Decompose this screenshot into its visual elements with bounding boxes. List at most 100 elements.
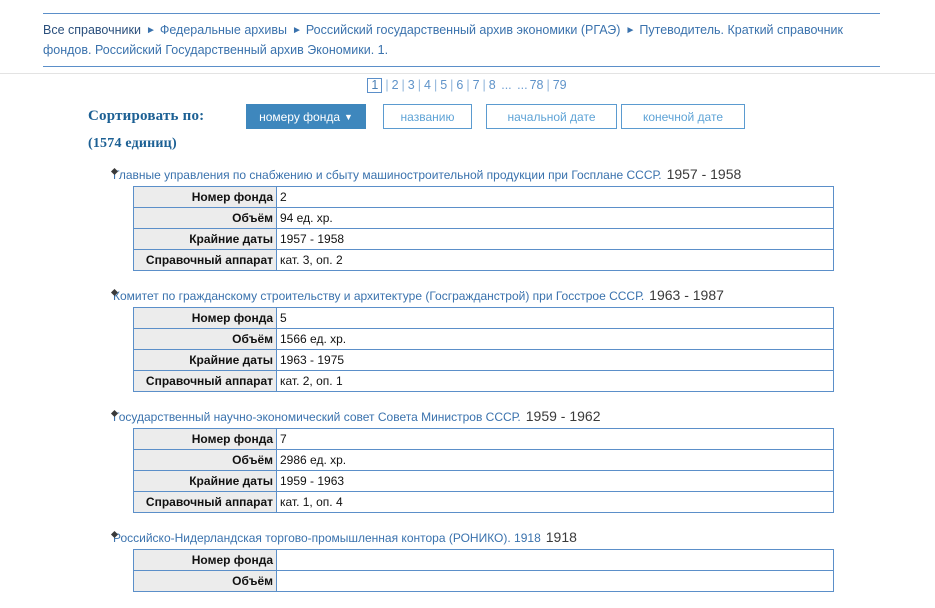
page-link-3[interactable]: 3 [407, 78, 415, 92]
row-value-volume: 94 ед. хр. [276, 207, 834, 229]
sort-button-fund-number[interactable]: номеру фонда ▼ [246, 104, 366, 129]
table-row: Объём 2986 ед. хр. [133, 449, 834, 471]
row-value-fund-number: 5 [276, 307, 834, 329]
table-row: Номер фонда [133, 549, 834, 571]
sort-button-fund-number-label: номеру фонда [259, 110, 341, 124]
result-count-label: (1574 единиц) [88, 136, 177, 151]
row-label-extreme-dates: Крайние даты [133, 349, 277, 371]
table-row: Справочный аппарат кат. 3, оп. 2 [133, 249, 834, 271]
row-label-volume: Объём [133, 328, 277, 350]
triangle-right-icon: ► [291, 25, 302, 36]
triangle-right-icon: ► [625, 25, 636, 36]
page-separator: | [546, 78, 550, 92]
breadcrumb-block: Все справочники ► Федеральные архивы ► Росси… [43, 13, 880, 67]
record-dates: 1959 - 1962 [525, 408, 601, 424]
row-label-fund-number: Номер фонда [133, 186, 277, 208]
row-label-volume: Объём [133, 570, 277, 592]
row-value-volume: 2986 ед. хр. [276, 449, 834, 471]
page-link-6[interactable]: 6 [456, 78, 464, 92]
record-title-link[interactable]: Государственный научно-экономический сов… [113, 410, 521, 424]
table-row: Крайние даты 1959 - 1963 [133, 470, 834, 492]
sort-bar: Сортировать по: (1574 единиц) номеру фон… [88, 104, 848, 152]
record-header: Комитет по гражданскому строительству и … [113, 287, 935, 307]
table-row: Номер фонда 7 [133, 428, 834, 450]
record-table: Номер фонда 2 Объём 94 ед. хр. Крайние д… [133, 186, 834, 271]
row-value-volume: 1566 ед. хр. [276, 328, 834, 350]
row-label-volume: Объём [133, 207, 277, 229]
record-header: Российско-Нидерландская торгово-промышле… [113, 529, 935, 549]
page-separator: | [401, 78, 405, 92]
page-link-4[interactable]: 4 [423, 78, 431, 92]
list-item: Главные управления по снабжению и сбыту … [0, 166, 935, 271]
page-separator: | [385, 78, 389, 92]
row-value-fund-number [276, 549, 834, 571]
list-item: Комитет по гражданскому строительству и … [0, 287, 935, 392]
sort-button-end-date[interactable]: конечной дате [621, 104, 745, 129]
triangle-right-icon: ► [145, 25, 156, 36]
record-title-link[interactable]: Российско-Нидерландская торгово-промышле… [113, 531, 541, 545]
breadcrumb-item-1[interactable]: Федеральные архивы [159, 23, 287, 37]
results-list: Главные управления по снабжению и сбыту … [0, 166, 935, 608]
sort-button-start-date[interactable]: начальной дате [486, 104, 617, 129]
sort-button-title[interactable]: названию [383, 104, 472, 129]
table-row: Крайние даты 1963 - 1975 [133, 349, 834, 371]
breadcrumb-item-root[interactable]: Все справочники [43, 23, 141, 37]
page-link-2[interactable]: 2 [391, 78, 399, 92]
breadcrumb-item-2[interactable]: Российский государственный архив экономи… [305, 23, 621, 37]
record-dates: 1957 - 1958 [666, 166, 742, 182]
page-separator: | [466, 78, 470, 92]
sort-label-group: Сортировать по: (1574 единиц) [88, 104, 253, 153]
page-link-7[interactable]: 7 [472, 78, 480, 92]
page-separator: | [450, 78, 454, 92]
record-header: Главные управления по снабжению и сбыту … [113, 166, 935, 186]
row-value-extreme-dates: 1959 - 1963 [276, 470, 834, 492]
page-link-8[interactable]: 8 [488, 78, 496, 92]
row-label-fund-number: Номер фонда [133, 307, 277, 329]
record-dates: 1918 [545, 529, 577, 545]
breadcrumb-rule-top [43, 13, 880, 14]
table-row: Объём [133, 570, 834, 592]
row-label-extreme-dates: Крайние даты [133, 228, 277, 250]
row-label-volume: Объём [133, 449, 277, 471]
page-separator: | [482, 78, 486, 92]
page-current[interactable]: 1 [367, 78, 383, 93]
row-label-finding-aids: Справочный аппарат [133, 249, 277, 271]
row-value-fund-number: 2 [276, 186, 834, 208]
page-ellipsis-left: ... [501, 78, 512, 92]
row-value-extreme-dates: 1957 - 1958 [276, 228, 834, 250]
row-label-fund-number: Номер фонда [133, 549, 277, 571]
row-value-finding-aids: кат. 2, оп. 1 [276, 370, 834, 392]
record-table: Номер фонда 7 Объём 2986 ед. хр. Крайние… [133, 428, 834, 513]
page-ellipsis-right: ... [517, 78, 528, 92]
list-item: Российско-Нидерландская торгово-промышле… [0, 529, 935, 592]
page-link-78[interactable]: 78 [529, 78, 544, 92]
table-row: Объём 1566 ед. хр. [133, 328, 834, 350]
table-row: Номер фонда 2 [133, 186, 834, 208]
record-dates: 1963 - 1987 [649, 287, 724, 303]
row-value-fund-number: 7 [276, 428, 834, 450]
page-link-5[interactable]: 5 [440, 78, 448, 92]
header-divider [0, 73, 935, 74]
record-table: Номер фонда 5 Объём 1566 ед. хр. Крайние… [133, 307, 834, 392]
breadcrumb-item-3[interactable]: Путеводитель. Краткий справочник фондов.… [43, 23, 843, 57]
record-header: Государственный научно-экономический сов… [113, 408, 935, 428]
sort-by-label: Сортировать по: [88, 108, 205, 124]
page-separator: | [433, 78, 438, 92]
row-value-volume [276, 570, 834, 592]
breadcrumb: Все справочники ► Федеральные архивы ► Росси… [43, 14, 880, 66]
row-label-extreme-dates: Крайние даты [133, 470, 277, 492]
table-row: Номер фонда 5 [133, 307, 834, 329]
table-row: Объём 94 ед. хр. [133, 207, 834, 229]
record-title-link[interactable]: Комитет по гражданскому строительству и … [113, 289, 645, 303]
row-value-finding-aids: кат. 3, оп. 2 [276, 249, 834, 271]
row-label-fund-number: Номер фонда [133, 428, 277, 450]
table-row: Крайние даты 1957 - 1958 [133, 228, 834, 250]
pagination: 1 | 2 | 3 | 4 | 5 | 6 | 7 | 8 ... ... 78 | 79 [0, 78, 935, 93]
record-title-link[interactable]: Главные управления по снабжению и сбыту … [113, 168, 662, 182]
table-row: Справочный аппарат кат. 1, оп. 4 [133, 491, 834, 513]
row-value-extreme-dates: 1963 - 1975 [276, 349, 834, 371]
page-link-79[interactable]: 79 [552, 78, 567, 92]
row-label-finding-aids: Справочный аппарат [133, 491, 277, 513]
row-value-finding-aids: кат. 1, оп. 4 [276, 491, 834, 513]
list-item: Государственный научно-экономический сов… [0, 408, 935, 513]
